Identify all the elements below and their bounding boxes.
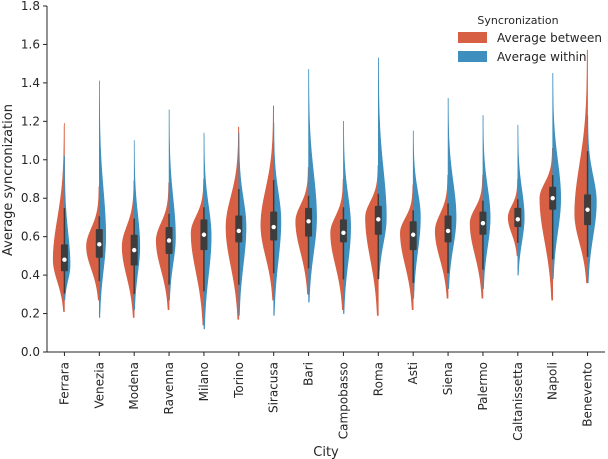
x-tick-label-torino: Torino [232,362,246,399]
x-tick-label-siracusa: Siracusa [267,362,281,413]
x-tick-label-ravenna: Ravenna [162,362,176,414]
x-tick-label-napoli: Napoli [546,362,560,400]
legend-swatch-within [458,51,487,62]
median-point-venezia [97,242,102,247]
x-tick-label-roma: Roma [371,362,385,396]
violin-within-roma [378,57,387,280]
violin-within-caltanissetta [517,124,525,276]
median-point-asti [410,232,416,237]
y-tick-label: 0.6 [21,230,40,244]
median-point-milano [201,232,207,237]
violin-between-asti [400,184,414,311]
violin-between-ravenna [155,182,170,311]
legend-label-between: Average between [497,31,602,45]
violin-within-benevento [587,115,597,284]
legend-label-within: Average within [497,50,587,64]
legend-swatch-between [458,32,487,43]
y-tick-label: 1.2 [21,114,40,128]
median-point-siena [445,228,451,234]
x-tick-label-campobasso: Campobasso [336,362,350,439]
violin-between-palermo [469,174,484,299]
violin-between-bari [295,167,309,295]
violin-between-venezia [86,186,100,301]
violin-plot-area [52,49,597,330]
x-tick-label-benevento: Benevento [581,362,595,427]
x-tick-label-bari: Bari [302,362,316,386]
median-point-ferrara [62,257,67,262]
y-tick-label: 1.0 [21,153,40,167]
y-tick-label: 0.4 [21,268,40,282]
violin-within-siena [447,97,457,289]
median-point-siracusa [271,224,276,230]
violin-within-campobasso [343,121,351,314]
y-ticks: 0.0 0.2 0.4 0.6 0.8 1.0 1.2 1.4 1.6 1.8 [21,0,47,359]
violin-between-benevento [574,49,588,284]
legend-title: Syncronization [477,14,558,27]
violin-between-milano [190,178,205,326]
violin-within-bari [308,69,317,303]
median-point-benevento [585,207,590,212]
median-point-modena [131,247,137,253]
y-tick-label: 1.8 [21,0,40,13]
x-tick-label-caltanissetta: Caltanissetta [511,362,525,441]
box-overlays [60,151,592,295]
violin-within-ferrara [64,155,71,301]
y-tick-label: 0.8 [21,191,40,205]
y-tick-label: 0.0 [21,345,40,359]
x-tick-label-milano: Milano [197,362,211,401]
violin-between-roma [365,165,379,316]
violin-within-ravenna [168,109,176,301]
violin-between-torino [225,126,240,320]
median-point-caltanissetta [515,217,521,222]
violin-between-caltanissetta [507,178,519,257]
violin-between-ferrara [52,122,65,312]
x-tick-label-palermo: Palermo [476,362,490,411]
x-tick-label-asti: Asti [406,362,420,385]
y-tick-label: 1.4 [21,76,40,90]
median-point-palermo [480,221,486,226]
x-tick-label-ferrara: Ferrara [57,362,71,405]
violin-within-modena [133,140,141,311]
x-tick-label-venezia: Venezia [92,362,106,409]
x-tick-label-modena: Modena [127,362,141,410]
median-point-napoli [550,196,555,201]
violin-within-napoli [552,72,562,280]
median-point-campobasso [341,230,346,236]
x-axis-title: City [313,445,339,459]
median-point-bari [306,219,311,224]
x-ticks: Ferrara Venezia Modena Ravenna Milano Torino S… [57,352,595,441]
median-point-ravenna [166,238,172,243]
violin-between-modena [121,180,135,318]
violin-within-asti [412,130,421,299]
violin-between-siena [434,174,449,299]
median-point-torino [236,228,242,234]
violin-within-siracusa [273,122,282,316]
violin-within-milano [203,132,212,330]
violin-between-napoli [539,147,553,301]
legend: Syncronization Average between Average w… [458,14,602,64]
violin-within-venezia [99,80,107,318]
x-tick-label-siena: Siena [441,362,455,395]
y-axis-title: Average syncronization [1,104,16,256]
violin-between-siracusa [260,105,274,301]
violin-within-palermo [482,115,491,289]
y-tick-label: 1.6 [21,37,40,51]
y-tick-label: 0.2 [21,307,40,321]
axes [46,6,605,353]
median-point-roma [376,217,381,222]
violin-within-torino [238,132,247,316]
violin-between-campobasso [330,178,344,311]
